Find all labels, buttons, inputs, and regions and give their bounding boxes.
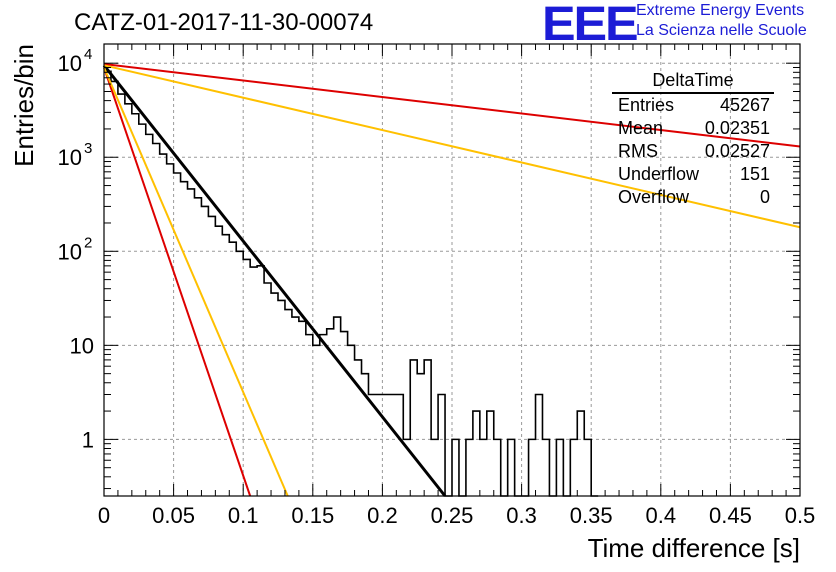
stats-row-overflow: Overflow 0 <box>608 186 778 209</box>
x-tick-label: 0.45 <box>709 503 752 528</box>
eee-logo: EEE <box>542 0 639 51</box>
stats-label: Mean <box>618 118 664 138</box>
stats-label: Entries <box>618 95 675 115</box>
x-tick-label: 0 <box>98 503 110 528</box>
x-tick-label: 0.1 <box>228 503 259 528</box>
stats-row-rms: RMS 0.02527 <box>608 140 778 163</box>
y-tick-exponent: 2 <box>84 234 92 251</box>
x-tick-label: 0.25 <box>431 503 474 528</box>
x-tick-label: 0.4 <box>646 503 677 528</box>
y-axis-label: Entries/bin <box>9 44 39 167</box>
stats-value: 0.02527 <box>704 141 770 161</box>
y-tick-exponent: 3 <box>84 140 92 157</box>
stats-label: RMS <box>618 141 658 161</box>
x-tick-label: 0.05 <box>152 503 195 528</box>
stats-value: 151 <box>739 164 770 184</box>
x-tick-label: 0.15 <box>291 503 334 528</box>
run-title: CATZ-01-2017-11-30-00074 <box>74 9 374 36</box>
x-tick-label: 0.2 <box>367 503 398 528</box>
y-tick-label: 10 <box>70 333 94 358</box>
y-tick-label: 10 <box>58 51 82 76</box>
y-tick-label: 10 <box>58 145 82 170</box>
logo-subtitle-1: Extreme Energy Events <box>636 2 805 19</box>
stats-title: DeltaTime <box>612 70 774 94</box>
fit-line <box>103 67 252 497</box>
fit-line <box>103 63 801 148</box>
stats-row-underflow: Underflow 151 <box>608 163 778 186</box>
stats-label: Overflow <box>618 187 690 207</box>
stats-label: Underflow <box>618 164 700 184</box>
stats-row-mean: Mean 0.02351 <box>608 117 778 140</box>
logo-subtitle-2: La Scienza nelle Scuole <box>636 22 807 39</box>
y-tick-label: 1 <box>82 427 94 452</box>
stats-value: 45267 <box>719 95 770 115</box>
stats-value: 0 <box>759 187 770 207</box>
x-tick-label: 0.3 <box>506 503 537 528</box>
histogram-steps <box>104 70 599 497</box>
fit-line <box>103 64 801 229</box>
stats-row-entries: Entries 45267 <box>608 94 778 117</box>
stats-box: DeltaTime Entries 45267 Mean 0.02351 RMS… <box>608 70 778 212</box>
fit-line <box>103 67 289 497</box>
y-tick-label: 10 <box>58 239 82 264</box>
y-tick-exponent: 4 <box>84 46 92 63</box>
stats-value: 0.02351 <box>704 118 770 138</box>
x-tick-label: 0.35 <box>570 503 613 528</box>
fit-line <box>102 64 447 497</box>
x-axis-label: Time difference [s] <box>588 533 800 563</box>
x-tick-label: 0.5 <box>785 503 816 528</box>
